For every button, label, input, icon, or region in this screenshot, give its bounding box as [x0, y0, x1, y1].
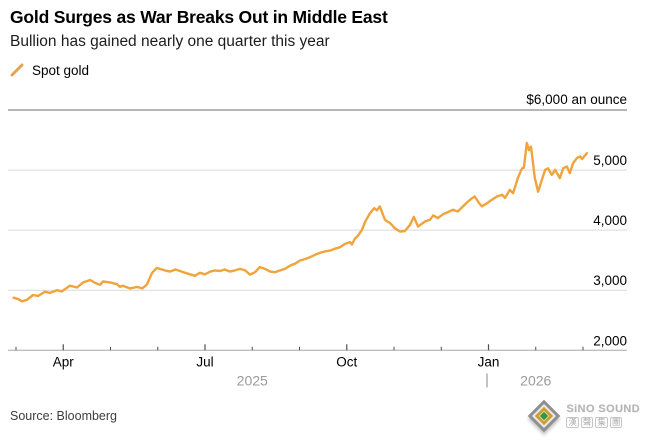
logo-cn-char: 漢	[566, 416, 579, 429]
legend: Spot gold	[9, 62, 89, 78]
logo-cn-char: 團	[609, 416, 623, 429]
y-tick-label: 2,000	[593, 333, 627, 348]
logo-cn-char: 集	[595, 416, 608, 429]
year-label: 2026	[520, 373, 551, 389]
source-credit: Source: Bloomberg	[10, 409, 118, 423]
x-tick-label: Oct	[336, 355, 357, 370]
x-tick-label: Jul	[196, 355, 213, 370]
logo-chinese-name: 漢聲集團	[566, 416, 640, 429]
x-tick-label: Jan	[478, 355, 500, 370]
logo-name: SiNO SOUND	[566, 402, 640, 415]
spot-gold-line	[12, 141, 588, 303]
year-label: 2025	[237, 373, 268, 389]
logo-cn-char: 聲	[580, 416, 594, 429]
chart-subtitle: Bullion has gained nearly one quarter th…	[10, 33, 330, 50]
x-tick-label: Apr	[53, 355, 75, 370]
y-tick-label: 5,000	[593, 153, 627, 168]
unit-label: $6,000 an ounce	[526, 92, 627, 107]
logo-diamond-icon	[527, 399, 561, 433]
chart-title: Gold Surges as War Breaks Out in Middle …	[10, 7, 388, 27]
sino-sound-logo: SiNO SOUND 漢聲集團	[527, 399, 640, 433]
legend-label: Spot gold	[32, 62, 90, 78]
spot-gold-legend-marker-icon	[10, 63, 24, 77]
y-tick-label: 3,000	[593, 273, 627, 288]
y-tick-label: 4,000	[593, 213, 627, 228]
